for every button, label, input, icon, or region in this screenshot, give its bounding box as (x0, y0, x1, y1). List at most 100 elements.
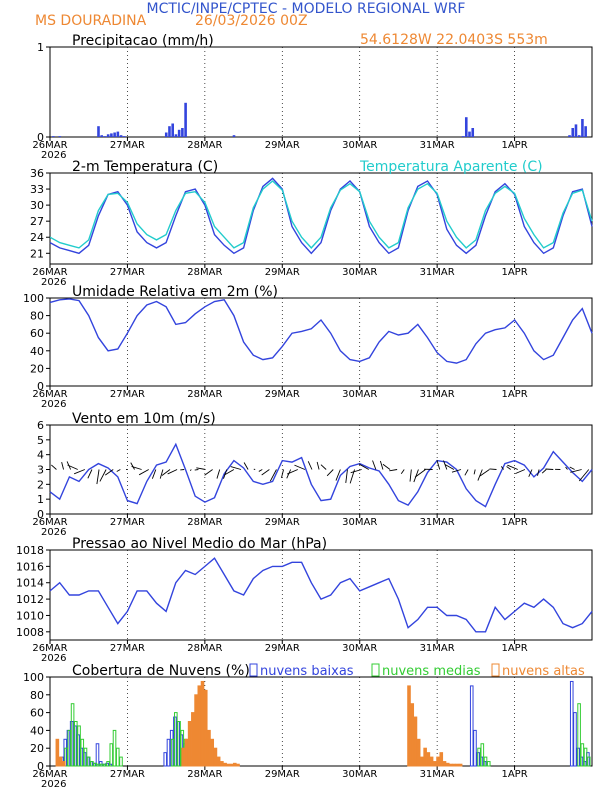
wind-ytick-label: 3 (37, 464, 44, 477)
rh-series-umidade (50, 299, 592, 363)
precip-year-label: 2026 (41, 150, 66, 161)
cloud-bar-baixas (470, 686, 473, 766)
wind-arrow (570, 467, 575, 469)
precip-bar (571, 128, 574, 137)
temp-ytick-label: 21 (30, 247, 44, 260)
precip-bar (171, 124, 174, 138)
cloud-bar-altas (453, 764, 456, 766)
wind-xtick-label: 27MAR (110, 517, 145, 528)
precip-bar (58, 136, 61, 137)
wind-arrow (262, 470, 270, 476)
precip-title: Precipitacao (mm/h) (72, 33, 214, 49)
cloud-bar-altas (456, 764, 459, 766)
precip-bar (100, 135, 103, 137)
cloud-bar-altas (427, 753, 430, 766)
cloud-bar-altas (217, 757, 220, 766)
cloud-bar-baixas (574, 713, 577, 766)
header-run: 26/03/2026 00Z (195, 13, 308, 29)
cloud-bar-medias (113, 730, 116, 766)
precip-xtick-label: 28MAR (187, 140, 222, 151)
temp-xtick-label: 31MAR (420, 267, 455, 278)
pres-ytick-label: 1012 (16, 593, 44, 606)
precip-bar (468, 132, 471, 137)
pres-ytick-label: 1014 (16, 577, 44, 590)
wind-arrow (389, 470, 397, 471)
wind-xtick-label: 30MAR (342, 517, 377, 528)
temp-xtick-label: 27MAR (110, 267, 145, 278)
cloud-bar-altas (208, 730, 211, 766)
rh-ytick-label: 20 (30, 362, 44, 375)
pres-xtick-label: 30MAR (342, 643, 377, 654)
wind-xtick-label: 31MAR (420, 517, 455, 528)
cloud-bar-altas (421, 757, 424, 766)
cloud-bar-medias (116, 748, 119, 766)
wind-arrow (132, 466, 142, 469)
wind-ytick-label: 4 (37, 449, 44, 462)
temp-legend: Temperatura Aparente (C) (359, 159, 543, 175)
cloud-bar-altas (237, 764, 240, 766)
precip-bar (568, 135, 571, 137)
precip-xtick-label: 30MAR (342, 140, 377, 151)
wind-arrow (131, 463, 135, 470)
cloud-bar-altas (459, 764, 462, 766)
wind-arrow (410, 470, 411, 482)
panel-rh: Umidade Relativa em 2m (%)02040608010026… (23, 284, 592, 410)
wind-arrow (294, 465, 304, 469)
cloud-legend-medias: nuvens medias (382, 664, 481, 679)
precip-bar (97, 126, 100, 137)
wind-ytick-label: 2 (37, 478, 44, 491)
wind-arrow (160, 470, 163, 479)
cloud-bar-medias (120, 757, 123, 766)
rh-ytick-label: 80 (30, 310, 44, 323)
rh-xtick-label: 31MAR (420, 389, 455, 400)
clouds-xtick-label: 28MAR (187, 769, 222, 780)
cloud-bar-baixas (167, 739, 170, 766)
wind-arrow (515, 470, 525, 474)
wind-arrow (383, 464, 390, 469)
cloud-bar-altas (224, 763, 227, 766)
rh-xtick-label: 28MAR (187, 389, 222, 400)
rh-frame (50, 298, 592, 386)
wind-series-vento (50, 444, 592, 506)
precip-bar (465, 117, 468, 137)
clouds-xtick-label: 29MAR (265, 769, 300, 780)
clouds-frame (50, 677, 592, 766)
cloud-bar-altas (201, 681, 204, 766)
wind-arrow (100, 470, 106, 482)
temp-xtick-label: 30MAR (342, 267, 377, 278)
pres-xtick-label: 29MAR (265, 643, 300, 654)
temp-xtick-label: 1APR (501, 267, 527, 278)
cloud-legend-swatch-baixas (250, 664, 257, 676)
clouds-title: Cobertura de Nuvens (%) (72, 663, 250, 679)
wind-arrow (62, 462, 64, 469)
temp-year-label: 2026 (41, 277, 66, 288)
wind-year-label: 2026 (41, 527, 66, 538)
cloud-bar-altas (204, 690, 207, 766)
cloud-bar-altas (443, 762, 446, 766)
clouds-xtick-label: 31MAR (420, 769, 455, 780)
precip-bar (462, 136, 465, 137)
precip-bar (233, 135, 236, 137)
precip-bar (578, 135, 581, 137)
precip-bar (168, 126, 171, 137)
precip-bar (178, 130, 181, 137)
precip-bar (117, 132, 120, 137)
cloud-bar-altas (440, 753, 443, 766)
precip-bar (471, 128, 474, 137)
wind-arrow (321, 465, 326, 470)
precip-bar (575, 124, 578, 137)
wind-ytick-label: 5 (37, 434, 44, 447)
header-location: MS DOURADINA (35, 13, 147, 29)
cloud-bar-altas (56, 739, 59, 766)
cloud-bar-medias (487, 762, 490, 766)
pres-ytick-label: 1016 (16, 560, 44, 573)
panel-pres: Pressao ao Nivel Medio do Mar (hPa)10081… (16, 536, 592, 664)
cloud-bar-baixas (164, 753, 167, 766)
cloud-bar-baixas (570, 681, 573, 766)
cloud-bar-altas (227, 764, 230, 766)
rh-year-label: 2026 (41, 399, 66, 410)
